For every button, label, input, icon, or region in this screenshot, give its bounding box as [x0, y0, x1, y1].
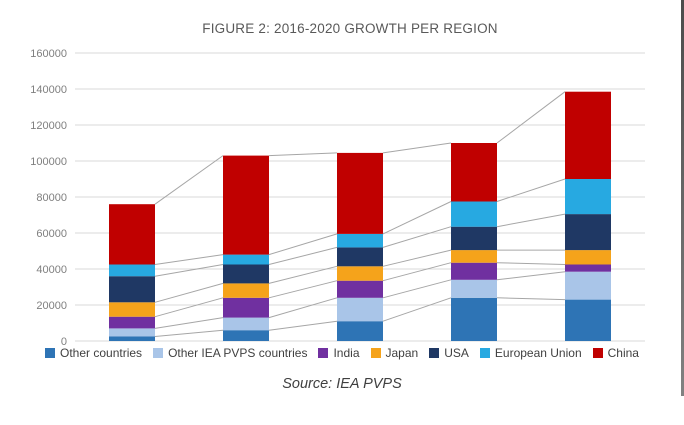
- bar-segment-usa-2018: [337, 247, 383, 267]
- legend-label: USA: [444, 346, 469, 360]
- chart-title: FIGURE 2: 2016-2020 GROWTH PER REGION: [202, 21, 498, 36]
- bar-segment-other-countries-2019: [451, 297, 497, 341]
- series-line-china: [382, 142, 452, 154]
- bar-segment-china-2016: [109, 204, 155, 265]
- bar-segment-japan-2020: [565, 250, 611, 265]
- legend-swatch-icon: [592, 348, 603, 358]
- y-axis-tick-label: 60000: [36, 228, 67, 240]
- image-right-edge-artifact: [681, 0, 684, 396]
- series-line-usa: [496, 213, 566, 228]
- legend-label: China: [607, 346, 639, 360]
- legend-label: European Union: [494, 346, 582, 360]
- bar-segment-other-countries-2016: [109, 336, 155, 341]
- legend-item-japan: Japan: [370, 346, 419, 360]
- bar-segment-japan-2016: [109, 302, 155, 317]
- legend-item-other-countries: Other countries: [45, 346, 142, 360]
- bar-segment-other-iea-pvps-countries-2020: [565, 271, 611, 300]
- series-line-china: [496, 91, 566, 144]
- legend-swatch-icon: [370, 348, 381, 358]
- legend-swatch-icon: [318, 348, 329, 358]
- bar-segment-india-2019: [451, 262, 497, 280]
- series-line-india: [154, 297, 224, 318]
- series-line-usa: [382, 226, 452, 248]
- series-line-other-iea-pvps-countries: [154, 317, 224, 329]
- bar-segment-india-2017: [223, 297, 269, 318]
- y-axis-tick-label: 100000: [30, 156, 67, 168]
- series-line-india: [268, 280, 338, 299]
- bar-segment-other-iea-pvps-countries-2017: [223, 317, 269, 331]
- legend-swatch-icon: [45, 348, 56, 358]
- bar-segment-european-union-2016: [109, 264, 155, 277]
- legend-label: Other IEA PVPS countries: [168, 346, 308, 360]
- legend-item-india: India: [318, 346, 360, 360]
- bar-segment-other-iea-pvps-countries-2018: [337, 297, 383, 322]
- bar-segment-other-iea-pvps-countries-2016: [109, 328, 155, 337]
- legend-swatch-icon: [429, 348, 440, 358]
- series-line-india: [382, 262, 452, 282]
- source-caption: Source: IEA PVPS: [282, 376, 402, 392]
- bar-segment-usa-2020: [565, 214, 611, 251]
- series-line-usa: [268, 246, 338, 265]
- legend-swatch-icon: [479, 348, 490, 358]
- bar-segment-other-countries-2017: [223, 330, 269, 341]
- bar-segment-other-iea-pvps-countries-2019: [451, 279, 497, 298]
- bar-segment-india-2018: [337, 280, 383, 298]
- chart-legend: Other countries Other IEA PVPS countries I…: [0, 346, 684, 360]
- series-line-european-union: [268, 233, 338, 256]
- legend-label: Other countries: [60, 346, 143, 360]
- legend-item-other-iea-pvps-countries: Other IEA PVPS countries: [153, 346, 307, 360]
- bar-segment-other-countries-2020: [565, 299, 611, 341]
- bar-segment-usa-2016: [109, 276, 155, 303]
- series-line-european-union: [382, 201, 452, 235]
- legend-swatch-icon: [153, 348, 164, 358]
- bar-segment-european-union-2019: [451, 201, 497, 227]
- series-line-japan: [268, 265, 338, 284]
- y-axis-tick-label: 120000: [30, 120, 67, 132]
- series-line-european-union: [154, 254, 224, 265]
- bar-segment-japan-2019: [451, 250, 497, 263]
- bar-segment-usa-2017: [223, 264, 269, 284]
- bar-segment-european-union-2017: [223, 254, 269, 265]
- series-line-other-iea-pvps-countries: [496, 271, 566, 281]
- legend-item-china: China: [592, 346, 639, 360]
- y-axis-tick-label: 160000: [30, 48, 67, 60]
- legend-item-usa: USA: [429, 346, 469, 360]
- series-line-other-iea-pvps-countries: [268, 297, 338, 319]
- series-line-other-countries: [496, 297, 566, 301]
- series-line-china: [268, 152, 338, 157]
- legend-item-european-union: European Union: [479, 346, 582, 360]
- bar-segment-india-2020: [565, 264, 611, 272]
- series-line-india: [496, 262, 566, 265]
- y-axis-tick-label: 140000: [30, 84, 67, 96]
- y-axis-tick-label: 0: [61, 336, 67, 348]
- series-line-european-union: [496, 178, 566, 202]
- y-axis-tick-label: 80000: [36, 192, 67, 204]
- bar-segment-china-2017: [223, 155, 269, 255]
- series-line-other-countries: [382, 297, 452, 322]
- series-line-usa: [154, 264, 224, 277]
- bar-segment-usa-2019: [451, 226, 497, 251]
- bar-segment-india-2016: [109, 316, 155, 329]
- bar-segment-european-union-2020: [565, 179, 611, 215]
- series-line-japan: [382, 249, 452, 267]
- bar-segment-european-union-2018: [337, 233, 383, 248]
- legend-label: Japan: [385, 346, 419, 360]
- bar-segment-china-2018: [337, 152, 383, 234]
- bar-segment-other-countries-2018: [337, 321, 383, 341]
- series-line-other-countries: [268, 320, 338, 331]
- y-axis-tick-label: 40000: [36, 264, 67, 276]
- series-line-other-iea-pvps-countries: [382, 279, 452, 299]
- series-line-other-countries: [154, 329, 224, 337]
- y-axis-tick-label: 20000: [36, 300, 67, 312]
- legend-label: India: [333, 346, 360, 360]
- series-line-japan: [154, 282, 224, 303]
- bar-segment-china-2020: [565, 91, 611, 179]
- bar-segment-japan-2018: [337, 266, 383, 281]
- series-line-china: [154, 155, 224, 205]
- bar-segment-japan-2017: [223, 283, 269, 298]
- bar-segment-china-2019: [451, 143, 497, 202]
